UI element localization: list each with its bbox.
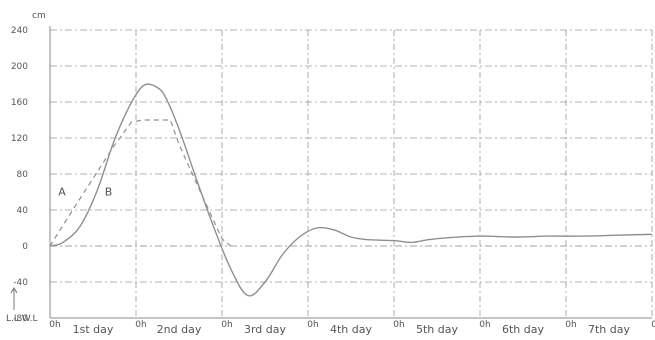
y-tick-label: -40 — [13, 278, 28, 288]
hour-tick-label: 0h — [307, 320, 318, 330]
day-label: 4th day — [330, 323, 373, 336]
series-line-b — [49, 83, 653, 297]
day-label: 3rd day — [244, 323, 287, 336]
y-tick-label: 40 — [17, 206, 29, 216]
hour-tick-label: 0h — [49, 320, 60, 330]
llwl-arrow — [10, 287, 18, 310]
day-label: 2nd day — [157, 323, 202, 336]
series-label-a: A — [58, 186, 66, 199]
hour-tick-label: 0h — [221, 320, 232, 330]
series-label-b: B — [105, 186, 113, 199]
y-tick-label: 0 — [22, 242, 28, 252]
grid — [50, 29, 653, 318]
series-lines — [49, 83, 653, 297]
y-axis-unit: cm — [32, 11, 46, 21]
y-tick-label: 160 — [11, 98, 28, 108]
llwl-label: L.L.W.L — [6, 314, 38, 324]
series-line-a — [49, 119, 231, 247]
hour-tick-label: 0h — [135, 320, 146, 330]
y-tick-label: 200 — [11, 62, 28, 72]
labels: -80 -40 0 40 80 120 160 200 240 0h 0h 0h 0h 0h 0h 0h 0h 1… — [6, 11, 655, 336]
y-tick-label: 80 — [17, 170, 29, 180]
hour-tick-label: 0h — [565, 320, 576, 330]
day-label: 7th day — [588, 323, 631, 336]
y-tick-label: 240 — [11, 26, 28, 36]
y-tick-label: -80 — [13, 314, 28, 324]
hour-tick-label: 0h — [651, 320, 655, 330]
hour-tick-label: 0h — [393, 320, 404, 330]
axes — [10, 26, 652, 319]
hour-tick-label: 0h — [479, 320, 490, 330]
day-label: 5th day — [416, 323, 459, 336]
day-label: 1st day — [73, 323, 114, 336]
y-tick-label: 120 — [11, 134, 28, 144]
day-label: 6th day — [502, 323, 545, 336]
